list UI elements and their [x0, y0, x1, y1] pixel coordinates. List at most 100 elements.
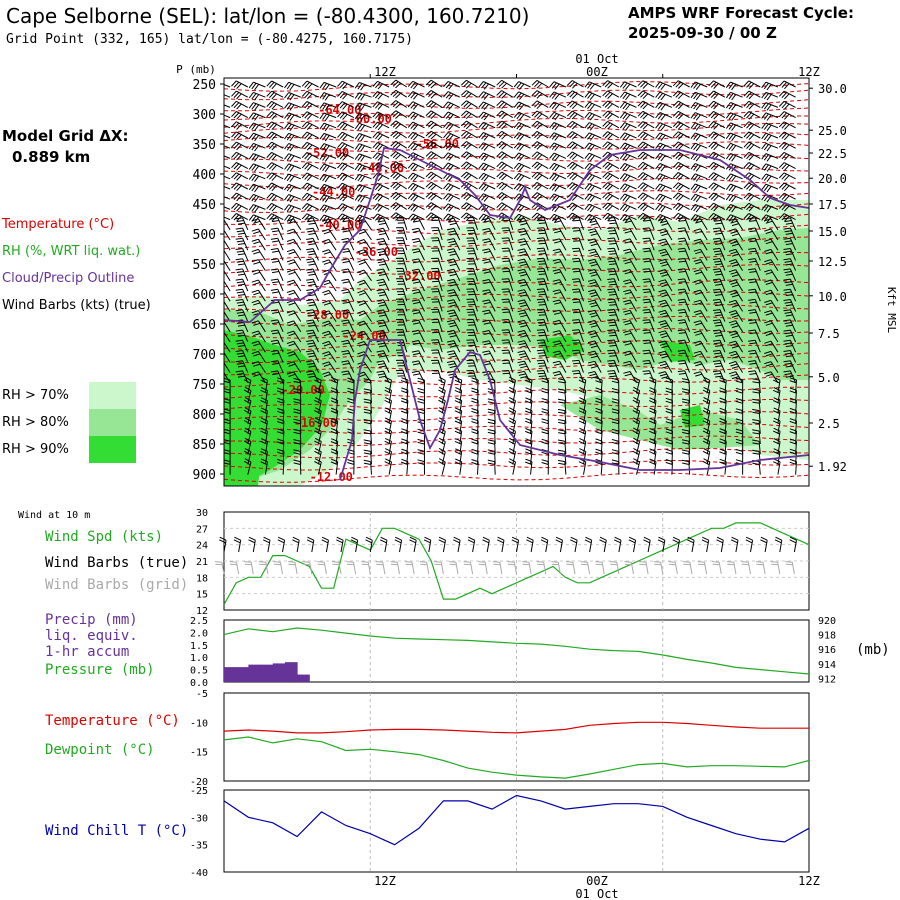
wind-barb [460, 79, 478, 89]
wind-barb [708, 202, 726, 212]
wind-barb [602, 182, 620, 191]
wind-barb [725, 204, 743, 213]
wind-barb [655, 122, 673, 131]
wind-barb [357, 300, 372, 312]
wind-barb [478, 162, 496, 172]
wind-barb [632, 407, 641, 424]
wind-barb [655, 214, 673, 223]
wind-barb [460, 202, 478, 211]
wind-barb [235, 227, 249, 241]
wind-barb [584, 183, 602, 192]
wind-barb [690, 101, 708, 111]
wind-barb [379, 536, 388, 553]
wind-barb [411, 278, 425, 292]
pressure-tick-label-400: 400 [193, 168, 216, 183]
pressure-ytick-914: 914 [818, 660, 836, 671]
wind-barb [262, 536, 271, 553]
wind-barb [637, 131, 655, 140]
wind-barb [702, 386, 711, 404]
wind-barb [260, 458, 268, 475]
wind-barb [507, 561, 517, 575]
wind-barb [672, 212, 690, 222]
wind-barb [778, 182, 796, 192]
wind-barb [549, 91, 567, 100]
wind-barb [513, 193, 531, 202]
wind-barb [319, 81, 337, 91]
wind-barb [648, 458, 657, 475]
wind-barb [411, 370, 425, 384]
wind-barb [407, 182, 425, 192]
wind-barb [584, 111, 602, 121]
wind-barb [677, 278, 691, 292]
wind-barb [248, 183, 266, 193]
wind-barb [376, 360, 390, 373]
wind-barb [319, 92, 337, 101]
wind-barb [642, 278, 655, 292]
wind-barb [549, 132, 567, 141]
wind-barb [584, 91, 602, 101]
wind-barb [642, 298, 655, 312]
wind-barb [466, 370, 478, 383]
wind-barb [607, 339, 620, 353]
wind-barb [613, 536, 622, 553]
wind-barb [648, 438, 657, 455]
wind-barb [584, 152, 602, 162]
wind-barb [431, 216, 443, 230]
wind-barb [655, 163, 673, 172]
wind-barb [284, 214, 301, 223]
legend-temperature: Temperature (°C) [2, 217, 115, 232]
wind-barb [748, 319, 761, 332]
wind-barb [690, 193, 708, 203]
rh90-region-5 [680, 405, 705, 428]
wind-barb [354, 153, 372, 162]
wind-barb [446, 258, 461, 271]
wind-barb [728, 330, 744, 343]
wind-barb [466, 217, 478, 230]
wind-barb [712, 309, 726, 322]
wind-barb [395, 257, 408, 271]
wind-barb [728, 310, 744, 322]
wind-barb [496, 202, 514, 211]
wind-barb [375, 561, 386, 575]
wind-barb [341, 329, 355, 343]
wind-barb [557, 439, 567, 455]
wind-barb [260, 397, 268, 414]
wind-barb [354, 194, 372, 203]
wind-barb [584, 81, 602, 90]
kft-tick-label-0: 30.0 [818, 82, 847, 96]
wind-barb [607, 257, 620, 271]
wind-barb [572, 319, 584, 332]
wind-barb [266, 80, 284, 90]
wind-barb [395, 288, 408, 302]
wind-barb [552, 279, 567, 292]
wind-barb [536, 257, 549, 271]
wind-barb [390, 202, 408, 211]
wind-barb [637, 151, 655, 161]
wind-barb [540, 536, 549, 553]
wind-barb [372, 152, 390, 161]
wind-barb [587, 320, 602, 333]
wind-barb [438, 396, 446, 414]
chill-ytick--35: -35 [190, 841, 208, 852]
wind-barb [708, 131, 726, 140]
wind-barb [602, 161, 620, 171]
wind-barb [648, 387, 657, 404]
wind-barb [681, 418, 691, 434]
wind-barb [357, 239, 372, 251]
wind-barb [231, 151, 249, 161]
wind-barb [658, 269, 673, 282]
wind-barb [354, 112, 372, 122]
wind-barb [761, 132, 779, 142]
wind-barb [658, 299, 673, 312]
wind-barb [357, 279, 372, 292]
wind-barb [270, 248, 284, 261]
wind-barb [293, 459, 302, 475]
wind-barb [637, 121, 655, 130]
wind-barb [693, 289, 708, 302]
wind-barb [712, 247, 726, 261]
wind-barb [623, 279, 637, 292]
wind-barb [549, 183, 567, 192]
wind-barb [761, 102, 779, 111]
wind-barb [446, 248, 461, 261]
wind-barb [363, 429, 372, 445]
